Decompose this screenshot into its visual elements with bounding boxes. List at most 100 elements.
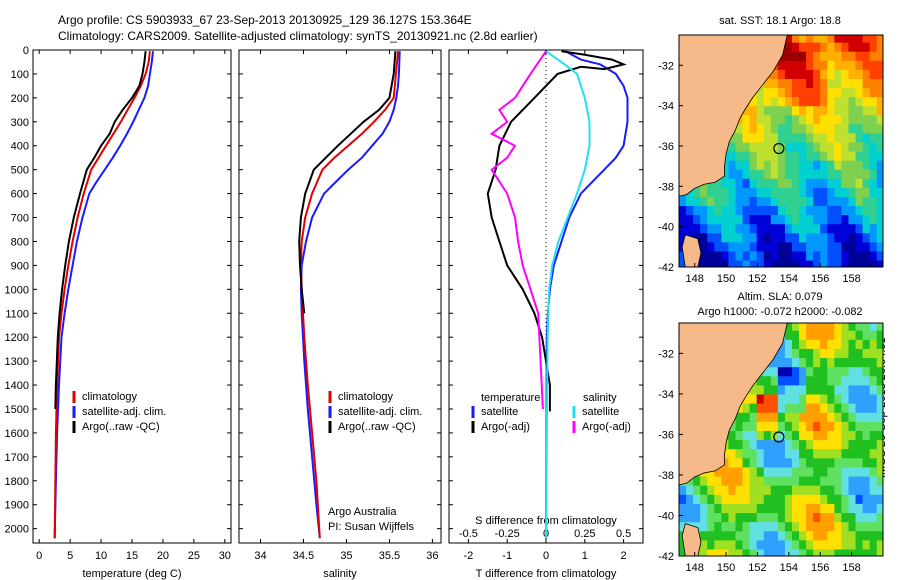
sla_map-field	[679, 323, 883, 556]
sal-panel: 34 34.5 35 35.5 36 salinity climatology satelli…	[238, 49, 442, 580]
sst_map-xtick-label: 148	[686, 273, 704, 285]
annotation-line-1: Argo Australia	[328, 506, 397, 518]
temp-xtick-label: 20	[157, 550, 169, 562]
sla_map-ytick-label: -32	[658, 348, 674, 360]
sla_map-land	[679, 323, 788, 486]
plot-title-line-2: Climatology: CARS2009. Satellite-adjuste…	[58, 29, 538, 43]
sal-xtick-label: 36	[426, 550, 438, 562]
temp-legend-label: satellite-adj. clim.	[82, 406, 166, 418]
depth-tick-label: 400	[11, 141, 29, 153]
diff-line-argo_S	[489, 50, 547, 410]
sla_map-tasmania	[681, 523, 702, 556]
sst_map-title: sat. SST: 18.1 Argo: 18.8	[719, 15, 841, 27]
depth-tick-label: 1800	[5, 476, 29, 488]
sla_map-ytick-label: -38	[658, 470, 674, 482]
sla_map-xtick-label: 152	[748, 562, 766, 574]
sst_map-land	[679, 35, 788, 197]
sst_map-xtick-label: 158	[842, 273, 860, 285]
diff-xtick-label: -2	[464, 550, 474, 562]
sal-xlabel: salinity	[323, 568, 357, 580]
depth-tick-label: 500	[11, 165, 29, 177]
sal-legend-label: Argo(..raw -QC)	[338, 421, 416, 433]
sal-legend-label: satellite-adj. clim.	[338, 406, 422, 418]
sla_map-float-marker	[773, 431, 785, 443]
sst_map: sat. SST: 18.1 Argo: 18.8 148 150 152 154 156…	[658, 15, 884, 285]
diff-s-tick-label: 0.5	[616, 528, 631, 540]
temp-xtick-label: 25	[188, 550, 200, 562]
sst_map-float-marker	[773, 142, 785, 155]
diff-line-sat_S	[545, 50, 591, 539]
depth-tick-label: 800	[11, 236, 29, 248]
depth-tick-label: 1400	[5, 380, 29, 392]
temp-xlabel: temperature (deg C)	[82, 568, 181, 580]
depth-tick-label: 1300	[5, 356, 29, 368]
diff-panel: -2 -1 0 1 2 T difference from climatology -0.5…	[448, 49, 644, 580]
sst_map-ytick-label: -40	[658, 222, 674, 234]
diff-s-tick-label: -0.5	[459, 528, 478, 540]
annotation-line-2: PI: Susan Wijffels	[328, 521, 414, 533]
depth-tick-label: 1100	[5, 308, 29, 320]
temp-panel: 0 5 10 15 20 25 30 temperature (deg C) 0 100 200 30…	[5, 45, 232, 580]
diff-legend-label: Argo(-adj)	[582, 421, 631, 433]
diff-legend-label: Argo(-adj)	[481, 421, 530, 433]
diff-s-tick-label: 0.25	[574, 528, 595, 540]
sst_map-xtick-label: 152	[748, 273, 766, 285]
sla_map-ytick-label: -42	[658, 551, 674, 563]
sst_map-xtick-label: 154	[780, 273, 798, 285]
temp-xtick-label: 15	[126, 550, 138, 562]
depth-tick-label: 300	[11, 117, 29, 129]
sla_map-xtick-label: 148	[686, 562, 704, 574]
sla_map-xtick-label: 154	[780, 562, 798, 574]
depth-tick-label: 900	[11, 260, 29, 272]
sla_map-title: Altim. SLA: 0.079	[738, 291, 823, 303]
sst_map-xtick-label: 156	[811, 273, 829, 285]
sla_map-frame	[678, 322, 884, 557]
temp-frame	[32, 49, 232, 544]
plot-title-line-1: Argo profile: CS 5903933_67 23-Sep-2013 …	[58, 13, 472, 27]
sst_map-tasmania	[681, 234, 702, 267]
depth-tick-label: 200	[11, 93, 29, 105]
temp-xtick-label: 0	[36, 550, 42, 562]
sst_map-ytick-label: -42	[658, 262, 674, 274]
depth-tick-label: 2000	[5, 524, 29, 536]
sla_map-xtick-label: 156	[811, 562, 829, 574]
diff-xtick-label: -1	[502, 550, 512, 562]
temp-line-argo	[54, 51, 147, 410]
diff-xlabel: T difference from climatology	[476, 568, 617, 580]
depth-tick-label: 600	[11, 189, 29, 201]
temp-legend-label: climatology	[82, 391, 138, 403]
diff-s-tick-label: -0.25	[495, 528, 520, 540]
diff-legend-header-sal: salinity	[583, 392, 617, 404]
sal-xtick-label: 35	[340, 550, 352, 562]
diff-legend-header-temp: temperature	[481, 392, 540, 404]
depth-tick-label: 1500	[5, 404, 29, 416]
depth-tick-label: 700	[11, 213, 29, 225]
depth-tick-label: 1200	[5, 332, 29, 344]
temp-legend-label: Argo(..raw -QC)	[82, 421, 160, 433]
temp-line-climatology	[53, 51, 151, 539]
temp-xtick-label: 10	[95, 550, 107, 562]
sal-xtick-label: 35.5	[379, 550, 400, 562]
depth-tick-label: 1700	[5, 452, 29, 464]
sal-xtick-label: 34.5	[293, 550, 314, 562]
sla_map: Altim. SLA: 0.079 Argo h1000: -0.072 h200…	[658, 291, 884, 574]
diff-xtick-label: 2	[621, 550, 627, 562]
sst_map-frame	[678, 34, 884, 268]
diff-legend-label: satellite	[582, 406, 619, 418]
diff-line-argo_T	[486, 50, 627, 412]
sla_map-ytick-label: -40	[658, 510, 674, 522]
diff-legend-label: satellite	[481, 406, 518, 418]
sal-xtick-label: 34	[254, 550, 266, 562]
depth-tick-label: 1600	[5, 428, 29, 440]
sal-line-satellite	[299, 51, 401, 539]
sla_map-xtick-label: 150	[717, 562, 735, 574]
diff-xtick-label: 1	[582, 550, 588, 562]
sal-line-climatology	[299, 51, 399, 539]
diff-xtick-label: 0	[543, 550, 549, 562]
depth-tick-label: 1900	[5, 500, 29, 512]
temp-xtick-label: 30	[219, 550, 231, 562]
sal-line-argo	[298, 51, 397, 314]
sst_map-xtick-label: 150	[717, 273, 735, 285]
depth-tick-label: 0	[23, 45, 29, 57]
